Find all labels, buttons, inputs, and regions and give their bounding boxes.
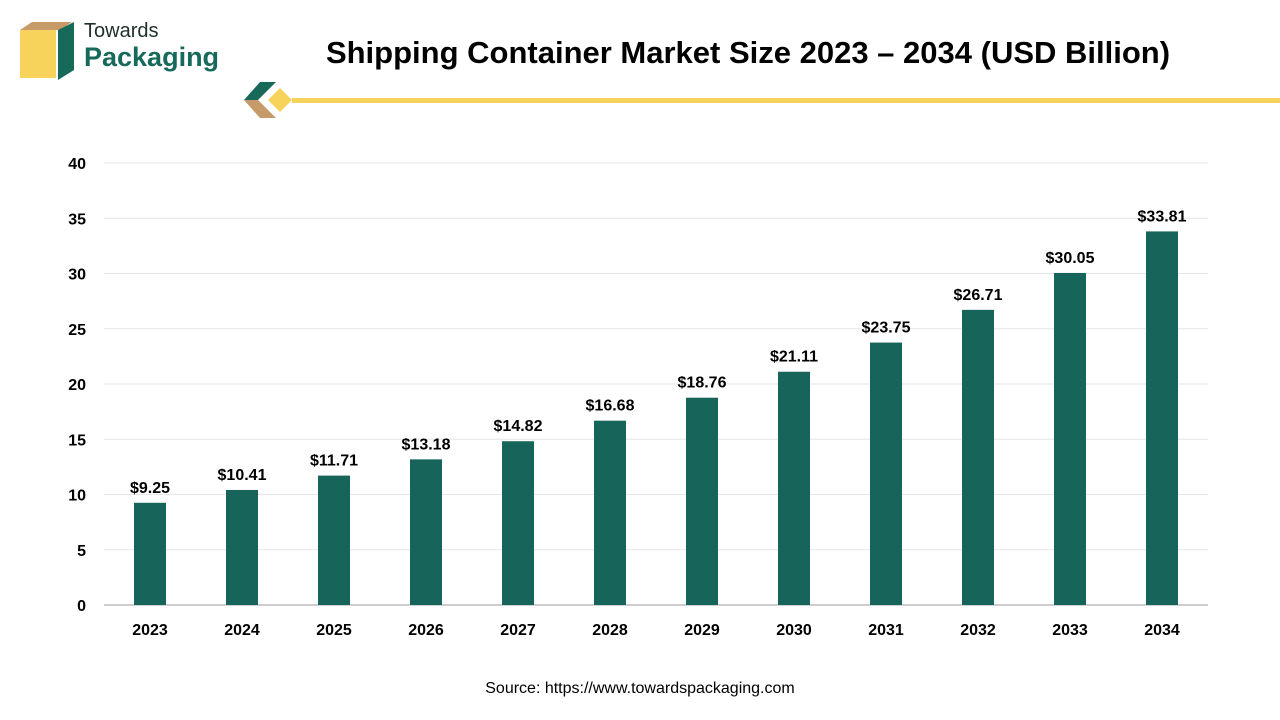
bar	[410, 459, 442, 605]
bar	[870, 342, 902, 605]
brand-name-bottom: Packaging	[84, 42, 220, 72]
title-underline-decoration	[244, 82, 1280, 118]
bar	[1054, 272, 1086, 605]
data-label: $18.76	[678, 375, 727, 392]
bar	[962, 309, 994, 605]
x-tick-label: 2033	[1052, 622, 1088, 639]
bar	[134, 502, 166, 605]
data-label: $13.18	[402, 436, 451, 453]
brand-name-top: Towards	[84, 20, 159, 42]
data-label: $16.68	[586, 398, 635, 415]
data-label: $33.81	[1138, 208, 1187, 225]
bar	[318, 475, 350, 605]
source-note: Source: https://www.towardspackaging.com	[485, 680, 795, 697]
chart-title: Shipping Container Market Size 2023 – 20…	[325, 35, 1171, 70]
y-tick-label: 35	[68, 211, 86, 228]
data-label: $11.71	[310, 453, 358, 470]
brand-logo: Towards Packaging	[16, 18, 246, 82]
data-label: $14.82	[494, 418, 543, 435]
y-tick-label: 0	[77, 598, 86, 615]
bar	[686, 397, 718, 605]
x-tick-label: 2024	[224, 622, 260, 639]
bar	[594, 420, 626, 605]
x-tick-label: 2032	[960, 622, 996, 639]
x-tick-label: 2029	[684, 622, 720, 639]
data-label: $30.05	[1046, 250, 1095, 267]
y-tick-label: 25	[68, 322, 86, 339]
y-tick-label: 30	[68, 267, 86, 284]
data-label: $23.75	[862, 320, 911, 337]
box-logo-icon	[20, 22, 74, 80]
y-tick-label: 5	[77, 543, 86, 560]
x-tick-label: 2031	[868, 622, 904, 639]
x-tick-label: 2023	[132, 622, 168, 639]
y-tick-label: 40	[68, 156, 86, 173]
x-tick-label: 2034	[1144, 622, 1180, 639]
bar	[502, 441, 534, 605]
x-tick-label: 2027	[500, 622, 536, 639]
x-tick-label: 2030	[776, 622, 812, 639]
x-tick-label: 2026	[408, 622, 444, 639]
x-tick-label: 2028	[592, 622, 628, 639]
bar	[1146, 231, 1178, 605]
y-tick-label: 20	[68, 377, 86, 394]
bar	[778, 371, 810, 605]
y-tick-label: 10	[68, 488, 86, 505]
y-tick-label: 15	[68, 432, 86, 449]
data-label: $21.11	[770, 349, 818, 366]
bar	[226, 489, 258, 605]
data-label: $10.41	[218, 467, 267, 484]
data-label: $9.25	[130, 480, 170, 497]
data-label: $26.71	[954, 287, 1003, 304]
x-tick-label: 2025	[316, 622, 352, 639]
